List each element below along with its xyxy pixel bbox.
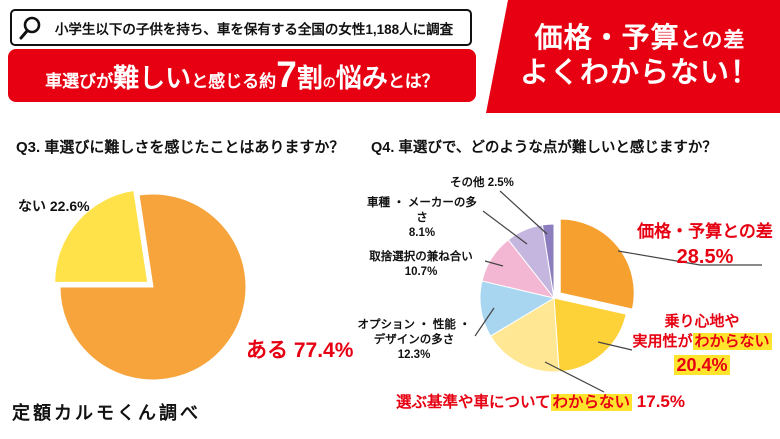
headline-line2: よくわからない！ xyxy=(519,57,760,90)
q3-label-nai: ない 22.6% xyxy=(18,198,90,214)
pie-slice-nai xyxy=(54,189,149,283)
q4-label-option: オプション ・ 性能 ・ デザインの多さ 12.3% xyxy=(357,319,471,361)
pie-slice-ride xyxy=(553,297,627,373)
q4-label-price: 価格・予算との差 28.5% xyxy=(637,222,773,268)
source-credit: 定額カルモくん調べ xyxy=(12,403,201,423)
q3-pie-chart xyxy=(54,189,247,381)
title-segment-number: 7 xyxy=(276,54,297,95)
magnifier-icon xyxy=(19,16,41,40)
q4-label-criteria: 選ぶ基準や車について わからない 17.5% xyxy=(396,392,685,411)
q4-question: Q4. 車選びで、どのような点が難しいと感じますか？ xyxy=(371,140,717,156)
q4-label-ride: 乗り心地や 実用性が わからない 20.4% xyxy=(632,313,772,375)
survey-note-box: 小学生以下の子供を持ち、車を保有する全国の女性1,188人に調査 xyxy=(10,9,472,46)
pie-slice-aru xyxy=(59,193,247,381)
survey-note-text: 小学生以下の子供を持ち、車を保有する全国の女性1,188人に調査 xyxy=(54,21,454,37)
q4-pie-chart xyxy=(479,218,635,373)
q4-label-other: その他 2.5% xyxy=(450,177,514,189)
title-banner: 車選びが 難しい と感じる約 7 割 の 悩み とは？ xyxy=(8,49,476,102)
q4-label-maker: 車種 ・ メーカーの多さ 8.1% xyxy=(367,197,477,239)
q4-label-tradeoff: 取捨選択の兼ね合い 10.7% xyxy=(369,251,473,278)
title-segment-emphasis: 割 xyxy=(296,63,323,93)
title-segment: 車選びが xyxy=(45,72,114,91)
title-segment: と感じる約 xyxy=(191,72,277,91)
pie-slice-price xyxy=(559,218,635,310)
headline-box: 価格・予算との差 よくわからない！ xyxy=(486,0,780,113)
q3-label-aru: ある 77.4% xyxy=(246,339,354,362)
headline-line1: 価格・予算との差 xyxy=(534,22,746,54)
title-segment-emphasis: 悩み xyxy=(335,63,388,93)
title-segment: とは？ xyxy=(387,72,439,91)
q3-question: Q3. 車選びに難しさを感じたことはありますか？ xyxy=(16,139,345,156)
title-segment: の xyxy=(322,75,336,90)
title-segment-emphasis: 難しい xyxy=(113,63,192,93)
